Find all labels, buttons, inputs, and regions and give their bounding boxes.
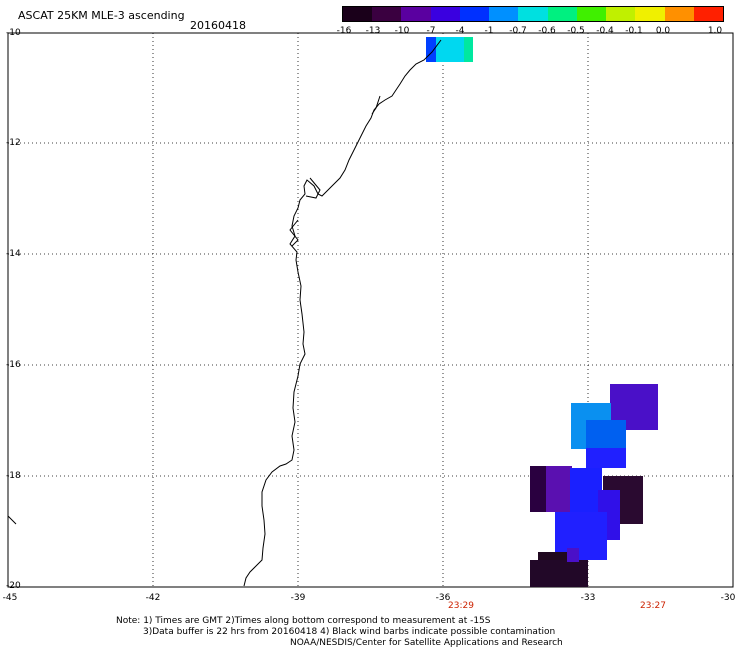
color-swatch (372, 7, 402, 21)
colorbar-tick: -1 (484, 26, 494, 36)
colorbar-tick: -0.1 (625, 26, 643, 36)
coastline-detail (305, 177, 321, 199)
map-title: ASCAT 25KM MLE-3 ascending (18, 9, 185, 22)
colorbar-tick: 1.0 (707, 26, 723, 36)
color-swatch (430, 7, 460, 21)
latitude-label: -18 (6, 471, 21, 481)
map-frame (7, 32, 734, 588)
color-scale-bar (342, 6, 724, 22)
pass-time-label: 23:29 (448, 601, 474, 611)
color-swatch (343, 7, 373, 21)
longitude-label: -39 (290, 593, 306, 603)
map-date: 20160418 (190, 19, 246, 32)
latitude-label: -20 (6, 581, 21, 591)
colorbar-tick: -10 (394, 26, 410, 36)
wind-swath-top (426, 37, 473, 62)
color-swatch (576, 7, 607, 21)
latitude-label: -14 (6, 249, 21, 259)
pass-time-label: 23:27 (640, 601, 666, 611)
data-cell (586, 448, 626, 468)
colorbar-tick: -4 (455, 26, 465, 36)
color-swatch (664, 7, 694, 21)
coastline-detail (371, 95, 381, 115)
note-line: 3)Data buffer is 22 hrs from 20160418 4)… (143, 627, 556, 637)
colorbar-tick: -0.4 (596, 26, 614, 36)
coastline-detail (289, 219, 299, 247)
colorbar-tick: -16 (336, 26, 352, 36)
color-swatch (635, 7, 665, 21)
colorbar-tick: -0.6 (538, 26, 556, 36)
colorbar-tick: -7 (426, 26, 436, 36)
longitude-label: -30 (720, 593, 736, 603)
longitude-label: -36 (435, 593, 451, 603)
data-cell (464, 37, 473, 62)
color-swatch (401, 7, 431, 21)
color-swatch (606, 7, 636, 21)
color-swatch (459, 7, 490, 21)
credit-line: NOAA/NESDIS/Center for Satellite Applica… (290, 638, 563, 648)
colorbar-tick: 0.0 (655, 26, 671, 36)
data-cell (426, 37, 438, 62)
latitude-label: -12 (6, 138, 21, 148)
longitude-label: -42 (145, 593, 161, 603)
data-cell (567, 548, 579, 562)
color-swatch (518, 7, 548, 21)
data-cell (546, 466, 572, 512)
latitude-label: -16 (6, 360, 21, 370)
colorbar-tick: -0.7 (509, 26, 527, 36)
color-swatch (693, 7, 724, 21)
color-swatch (547, 7, 577, 21)
color-swatch (489, 7, 519, 21)
longitude-label: -33 (580, 593, 596, 603)
coastline (243, 39, 442, 587)
note-line: Note: 1) Times are GMT 2)Times along bot… (116, 616, 491, 626)
wind-swath-bottom (530, 384, 658, 587)
longitude-label: -45 (2, 593, 18, 603)
data-cell (436, 37, 466, 62)
latitude-label: -10 (6, 28, 21, 38)
coastline-detail (7, 515, 17, 525)
data-cell (538, 552, 568, 562)
colorbar-tick: -13 (365, 26, 381, 36)
colorbar-tick: -0.5 (567, 26, 585, 36)
data-cell (530, 560, 588, 587)
